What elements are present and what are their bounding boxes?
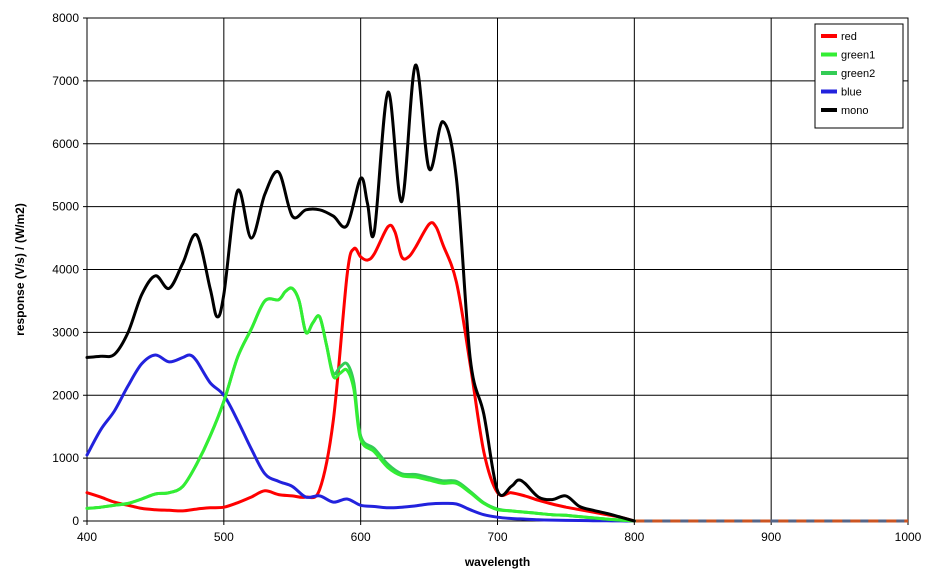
x-tick-label: 500 xyxy=(214,530,234,544)
series-line-red xyxy=(85,221,636,523)
x-axis-label: wavelength xyxy=(464,555,530,569)
y-tick-label: 6000 xyxy=(52,137,79,151)
x-tick-label: 600 xyxy=(351,530,371,544)
x-tick-label: 400 xyxy=(77,530,97,544)
legend-label-green2: green2 xyxy=(841,68,875,80)
x-tick-label: 1000 xyxy=(895,530,922,544)
x-tick-label: 800 xyxy=(624,530,644,544)
x-axis-ticks: 400 500 600 700 800 900 1000 xyxy=(77,521,922,544)
legend-label-blue: blue xyxy=(841,87,862,99)
y-tick-label: 8000 xyxy=(52,11,79,25)
legend-label-green1: green1 xyxy=(841,50,875,62)
y-tick-label: 0 xyxy=(72,514,79,528)
series-line-green1 xyxy=(85,286,636,523)
series-line-blue xyxy=(85,353,636,523)
y-tick-label: 1000 xyxy=(52,451,79,465)
legend-label-red: red xyxy=(841,31,857,43)
y-tick-label: 5000 xyxy=(52,200,79,214)
series-lines xyxy=(85,63,636,523)
y-tick-label: 7000 xyxy=(52,74,79,88)
legend: red green1 green2 blue mono xyxy=(814,23,904,129)
y-tick-label: 4000 xyxy=(52,263,79,277)
y-tick-label: 3000 xyxy=(52,325,79,339)
y-axis-label: response (V/s) / (W/m2) xyxy=(13,203,27,336)
y-tick-label: 2000 xyxy=(52,388,79,402)
y-axis-ticks: 0 1000 2000 3000 4000 5000 6000 7000 8000 xyxy=(52,11,87,528)
x-tick-label: 900 xyxy=(761,530,781,544)
series-line-mono xyxy=(85,63,636,523)
legend-label-mono: mono xyxy=(841,105,869,117)
x-tick-label: 700 xyxy=(487,530,507,544)
